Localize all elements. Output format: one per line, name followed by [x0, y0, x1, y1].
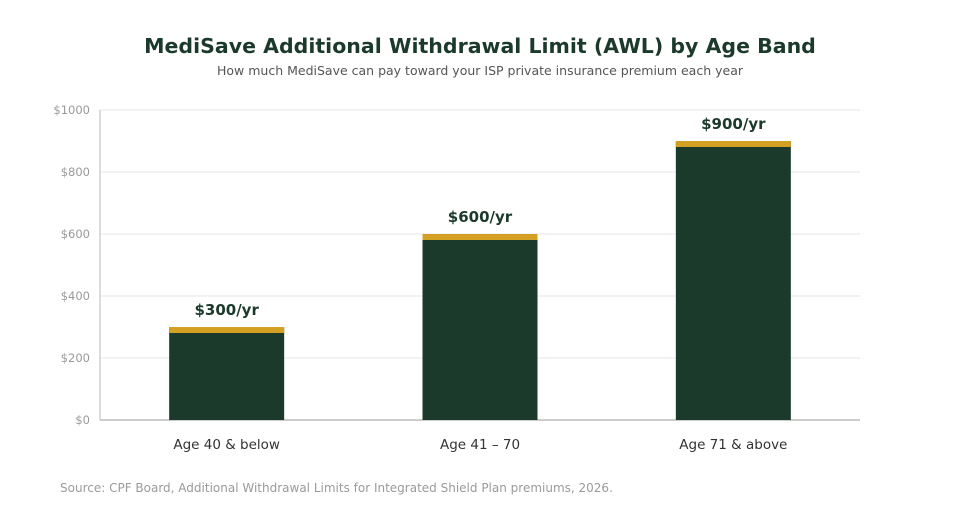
y-tick-label: $0	[75, 413, 90, 427]
data-label: $900/yr	[701, 115, 766, 133]
bar	[422, 234, 538, 420]
bar-cap	[675, 141, 791, 147]
y-tick-label: $600	[61, 227, 90, 241]
data-label: $300/yr	[194, 301, 259, 319]
bar	[675, 141, 791, 420]
x-tick-label: Age 71 & above	[679, 437, 787, 453]
y-tick-label: $400	[61, 289, 90, 303]
bar-cap	[169, 327, 285, 333]
source-note: Source: CPF Board, Additional Withdrawal…	[60, 481, 613, 495]
y-tick-label: $200	[61, 351, 90, 365]
y-tick-label: $800	[61, 165, 90, 179]
x-tick-label: Age 40 & below	[173, 437, 280, 453]
data-label: $600/yr	[448, 208, 513, 226]
bar	[169, 327, 285, 420]
chart-subtitle: How much MediSave can pay toward your IS…	[217, 63, 743, 78]
y-tick-label: $1000	[53, 103, 90, 117]
bar-cap	[422, 234, 538, 240]
x-tick-label: Age 41 – 70	[440, 437, 520, 453]
chart-title: MediSave Additional Withdrawal Limit (AW…	[144, 34, 816, 58]
